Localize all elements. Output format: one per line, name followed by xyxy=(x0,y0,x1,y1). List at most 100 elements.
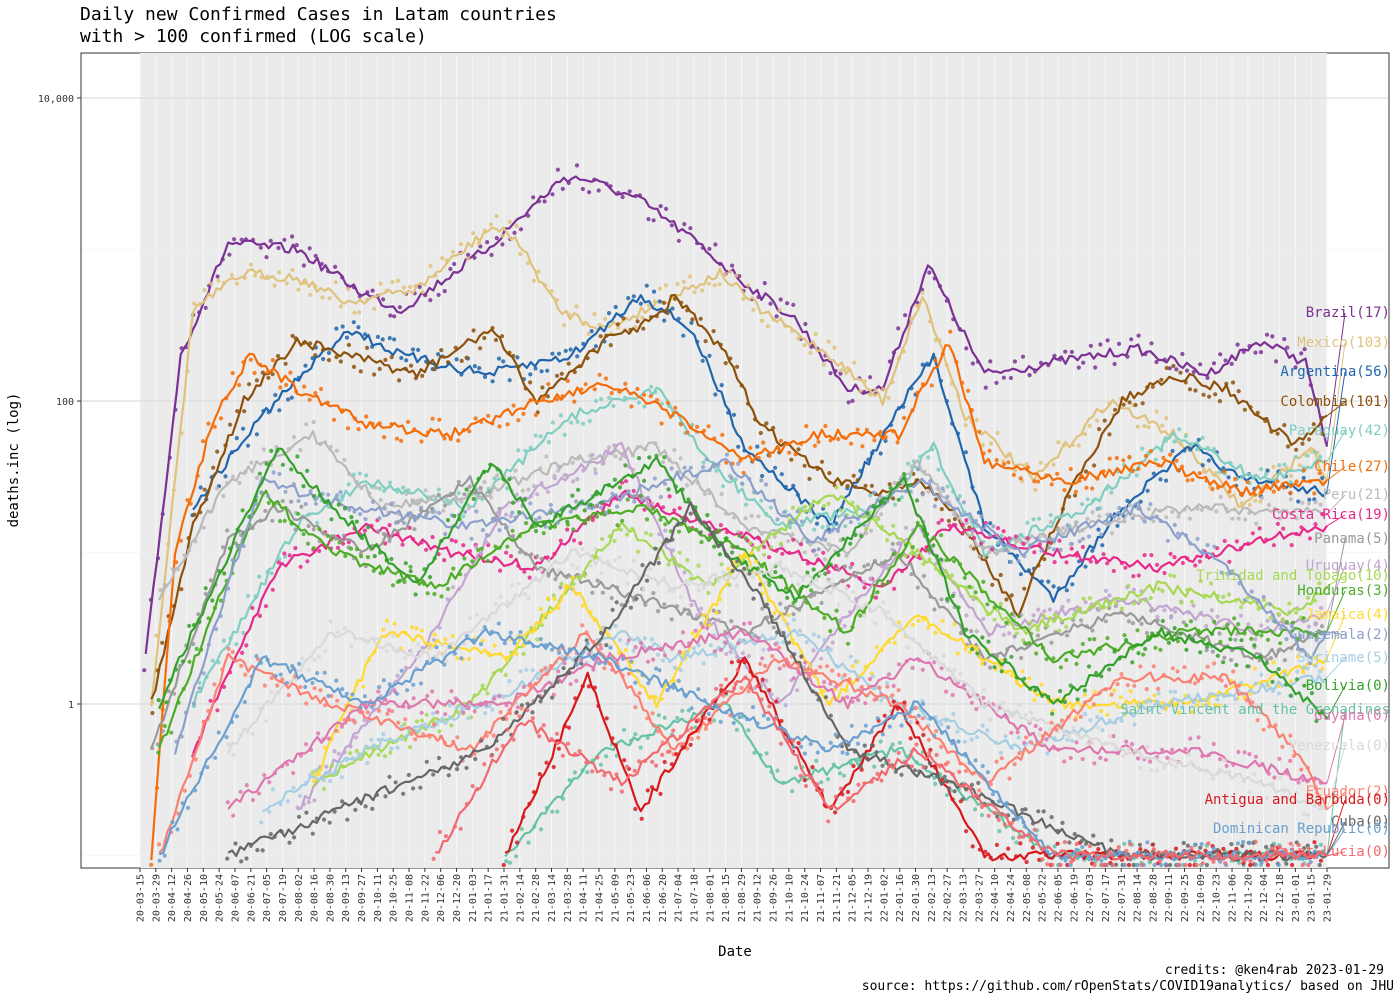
series-10-point xyxy=(1294,610,1299,615)
series-11-point xyxy=(337,540,342,545)
series-18-point xyxy=(678,594,683,600)
series-21-point xyxy=(1240,843,1245,849)
series-14-point xyxy=(1264,682,1270,687)
series-4-point xyxy=(505,486,510,491)
series-12-point xyxy=(707,623,712,628)
series-7-point xyxy=(1250,531,1255,536)
series-12-point xyxy=(492,643,497,648)
series-12-point xyxy=(1190,710,1195,715)
series-13-point xyxy=(1249,589,1254,594)
series-6-point xyxy=(1199,507,1204,512)
series-15-point xyxy=(636,456,642,461)
series-23-point xyxy=(1296,842,1301,848)
series-7-point xyxy=(430,535,435,540)
series-6-point xyxy=(441,508,446,513)
series-16-point xyxy=(604,754,609,759)
series-17-point xyxy=(756,635,761,641)
series-7-point xyxy=(1052,560,1057,565)
series-15-leader xyxy=(1326,685,1346,719)
series-15-point xyxy=(180,659,185,664)
series-9-point xyxy=(663,528,668,533)
series-2-point xyxy=(507,378,512,383)
series-2-point xyxy=(1265,468,1270,473)
series-22-point xyxy=(920,701,926,707)
series-0-point xyxy=(1076,365,1081,370)
series-19-point xyxy=(633,705,638,710)
series-12-point xyxy=(1128,689,1133,694)
series-9-point xyxy=(571,479,576,484)
series-9-point xyxy=(620,452,625,458)
series-11-point xyxy=(981,579,986,585)
series-13-point xyxy=(313,501,319,506)
series-14-leader xyxy=(1326,657,1346,678)
series-18-point xyxy=(958,671,964,676)
series-14-point xyxy=(701,661,706,666)
series-10-line xyxy=(312,494,1328,788)
series-19-point xyxy=(1109,692,1114,697)
series-21-point xyxy=(912,768,918,773)
series-18-point xyxy=(886,610,891,615)
series-15-point xyxy=(548,525,553,531)
series-3-point xyxy=(934,497,939,502)
series-8-point xyxy=(866,562,871,567)
series-12-point xyxy=(1020,669,1025,674)
series-16-point xyxy=(973,807,978,812)
series-7-point xyxy=(527,575,532,580)
series-6-point xyxy=(1306,501,1312,506)
series-22-point xyxy=(297,661,302,667)
series-4-point xyxy=(1217,470,1222,475)
series-7-point xyxy=(990,547,995,552)
series-19-point xyxy=(262,683,267,688)
series-1-point xyxy=(1214,471,1219,476)
series-8-point xyxy=(539,556,544,562)
series-10-point xyxy=(927,557,932,562)
series-8-point xyxy=(1035,633,1040,638)
series-15-point xyxy=(1264,661,1269,666)
series-12-point xyxy=(466,656,472,662)
x-tick-label-22: 21-01-17 xyxy=(484,874,495,922)
series-23-point xyxy=(719,683,724,688)
series-18-point xyxy=(861,613,867,618)
series-19-point xyxy=(385,711,390,716)
series-18-point xyxy=(516,581,521,586)
series-16-point xyxy=(1093,859,1098,864)
series-18-point xyxy=(844,586,849,591)
series-7-point xyxy=(862,585,867,590)
series-13-point xyxy=(604,510,609,515)
series-19-point xyxy=(318,688,323,693)
series-6-point xyxy=(926,489,931,494)
series-19-point xyxy=(255,657,261,662)
series-3-point xyxy=(266,375,271,380)
series-6-label: Peru(21) xyxy=(1323,487,1390,503)
series-21-point xyxy=(1305,843,1310,848)
series-3-point xyxy=(1319,431,1324,436)
series-13-point xyxy=(424,513,429,518)
series-8-point xyxy=(651,591,656,596)
series-19-point xyxy=(1119,672,1124,677)
series-15-point xyxy=(901,472,907,477)
series-11-point xyxy=(834,608,839,613)
x-tick-label-26: 21-03-14 xyxy=(547,874,558,922)
series-1-point xyxy=(821,362,826,367)
series-2-point xyxy=(344,335,350,340)
series-8-point xyxy=(412,527,417,532)
series-11-point xyxy=(1122,633,1127,638)
series-12-point xyxy=(361,684,366,689)
series-1-point xyxy=(466,256,471,261)
series-7-point xyxy=(1131,574,1136,579)
series-15-point xyxy=(203,586,208,591)
series-17-point xyxy=(1242,750,1247,755)
series-6-point xyxy=(1218,494,1223,499)
series-5-point xyxy=(1025,465,1031,470)
series-4-point xyxy=(1312,450,1317,455)
series-18-point xyxy=(440,643,445,648)
series-18-point xyxy=(498,594,503,599)
series-5-point xyxy=(149,862,154,867)
series-4-point xyxy=(1037,516,1042,521)
series-13-point xyxy=(729,475,734,480)
series-12-point xyxy=(1288,679,1294,684)
y-tick-label-1: 100 xyxy=(56,397,74,408)
series-23-point xyxy=(773,716,778,721)
series-8-point xyxy=(1181,620,1186,625)
series-12-point xyxy=(1092,689,1097,694)
